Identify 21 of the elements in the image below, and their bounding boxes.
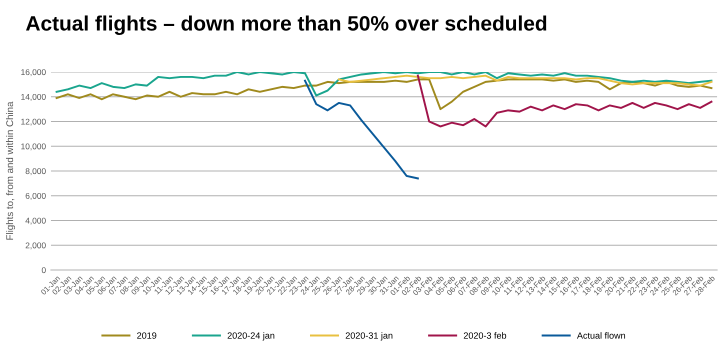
line-series [338, 74, 712, 87]
y-tick-label: 12,000 [21, 118, 46, 126]
line-series [304, 80, 419, 180]
legend-label: 2020-31 jan [346, 332, 392, 341]
y-tick-label: 8,000 [26, 168, 46, 176]
y-tick-label: 0 [42, 267, 46, 274]
y-tick-label: 16,000 [21, 69, 46, 76]
y-tick-label: 4,000 [25, 218, 46, 225]
y-axis-title: Flights to, from and within China [6, 102, 16, 240]
legend-label: 2020-3 feb [464, 332, 506, 339]
y-tick-label: 6,000 [26, 192, 46, 200]
y-tick-label: 14,000 [21, 94, 46, 101]
line-series [56, 78, 712, 110]
legend-label: Actual flown [576, 332, 626, 339]
y-tick-label: 2,000 [26, 242, 46, 250]
line-series [56, 72, 712, 96]
y-tick-label: 10,000 [21, 143, 46, 150]
legend-label: 2019 [137, 332, 156, 339]
legend-label: 2020-24 jan [228, 332, 274, 341]
line-series [416, 74, 712, 128]
chart-title: Actual flights – down more than 50% over scheduled [26, 15, 546, 35]
